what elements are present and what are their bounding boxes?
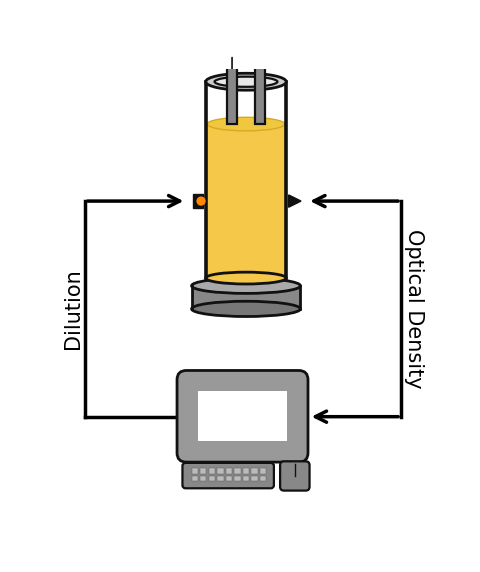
Bar [200, 476, 206, 482]
Ellipse shape [196, 196, 206, 206]
Bar [209, 468, 215, 474]
Bar [217, 476, 224, 482]
Bar [226, 468, 232, 474]
Bar [198, 391, 287, 442]
Bar [192, 476, 198, 482]
Bar [260, 468, 266, 474]
Bar [228, 31, 238, 124]
Text: Optical Density: Optical Density [404, 229, 424, 389]
Bar [192, 194, 204, 208]
Ellipse shape [207, 117, 285, 131]
Bar [252, 468, 258, 474]
Bar [209, 476, 215, 482]
Ellipse shape [206, 272, 286, 284]
Bar [260, 476, 266, 482]
Bar [207, 124, 285, 278]
Bar [226, 476, 232, 482]
Bar [228, 26, 264, 37]
Bar [192, 286, 300, 309]
Text: Dilution: Dilution [63, 268, 83, 349]
FancyBboxPatch shape [280, 462, 310, 491]
Bar [252, 476, 258, 482]
Bar [264, 31, 307, 42]
FancyBboxPatch shape [182, 463, 274, 488]
Ellipse shape [215, 77, 277, 87]
Bar [192, 468, 198, 474]
Bar [243, 476, 249, 482]
Bar [234, 476, 240, 482]
Bar [200, 468, 206, 474]
Bar [234, 468, 240, 474]
Bar [185, 31, 228, 42]
Bar [243, 468, 249, 474]
Bar [217, 468, 224, 474]
Ellipse shape [207, 272, 285, 284]
Bar [255, 31, 265, 124]
Ellipse shape [192, 301, 300, 316]
Polygon shape [288, 195, 301, 207]
Ellipse shape [192, 278, 300, 293]
Ellipse shape [206, 73, 286, 90]
FancyBboxPatch shape [177, 371, 308, 462]
